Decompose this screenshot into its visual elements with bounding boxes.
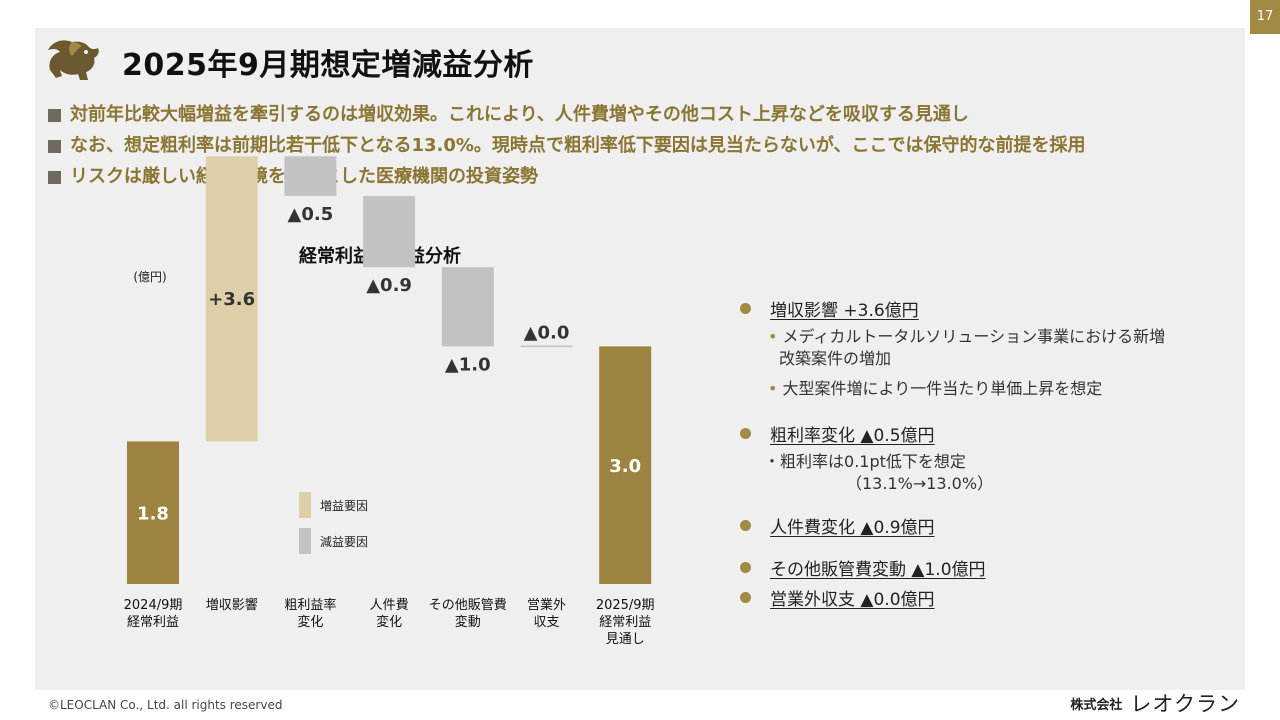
chart-category-label: 収支 [533, 615, 559, 630]
bullet-dot-icon: ・ [764, 452, 781, 471]
chart-category-label: 人件費 [370, 598, 409, 613]
chart-category-label: 営業外 [527, 597, 566, 613]
factor-note: 改築案件の増加 [779, 349, 892, 368]
chart-category-label: 2024/9期 [124, 598, 183, 613]
chart-data-label: ▲1.0 [445, 354, 491, 375]
bullet-dot-icon: • [768, 379, 783, 398]
chart-data-label: ▲0.5 [288, 204, 334, 225]
bullet-dot-icon [740, 592, 751, 603]
chart-bar [205, 156, 258, 442]
square-bullet-icon [48, 109, 61, 122]
summary-bullets: 対前年比較大幅増益を牽引するのは増収効果。これにより、人件費増やその他コスト上昇… [48, 102, 1086, 195]
bullet-dot-icon [740, 303, 751, 314]
chart-category-label: 見通し [606, 632, 645, 647]
waterfall-chart: 経常利益増減益分析 (億円) 1.82024/9期経常利益+3.6増収影響▲0.… [124, 156, 655, 647]
chart-data-label: 1.8 [137, 504, 169, 525]
factor-note: ・粗利率は0.1pt低下を想定 [764, 452, 966, 471]
chart-bar [284, 156, 337, 196]
chart-category-label: その他販管費 [429, 598, 507, 613]
company-name: レオクラン [1130, 692, 1240, 716]
chart-data-label: 3.0 [609, 456, 641, 477]
legend-label: 増益要因 [320, 499, 368, 513]
factor-note: （13.1%→13.0%） [846, 474, 994, 493]
chart-data-label: ▲0.9 [366, 275, 412, 296]
chart-data-label: +3.6 [208, 289, 255, 310]
legend-swatch [299, 528, 311, 554]
chart-category-label: 変化 [376, 614, 402, 630]
chart-category-label: 経常利益 [127, 615, 179, 630]
bullet-dot-icon [740, 562, 751, 573]
chart-category-label: 2025/9期 [596, 598, 655, 613]
chart-category-label: 増収影響 [206, 597, 258, 613]
page-title: 2025年9月期想定増減益分析 [122, 48, 534, 83]
bullet-dot-icon [740, 520, 751, 531]
chart-category-label: 粗利益率 [284, 597, 336, 613]
chart-bar [127, 441, 179, 584]
chart-bar [363, 195, 416, 268]
company-prefix: 株式会社 [1070, 697, 1123, 713]
square-bullet-icon [48, 140, 61, 153]
square-bullet-icon [48, 171, 61, 184]
summary-bullet: 対前年比較大幅増益を牽引するのは増収効果。これにより、人件費増やその他コスト上昇… [48, 102, 1086, 133]
legend-swatch [299, 492, 311, 518]
bullet-dot-icon [740, 428, 751, 439]
chart-category-label: 変動 [455, 614, 481, 630]
factor-note: • 大型案件増により一件当たり単価上昇を想定 [768, 379, 1103, 398]
company-brand: 株式会社 レオクラン [1070, 688, 1240, 718]
chart-category-label: 経常利益 [599, 615, 651, 630]
chart-bar [441, 267, 494, 347]
chart-category-label: 変化 [297, 614, 323, 630]
bullet-dot-icon: • [768, 327, 783, 346]
chart-data-label: ▲0.0 [524, 322, 570, 343]
chart-bar [599, 346, 652, 584]
lion-logo-icon [48, 40, 99, 80]
summary-bullet: なお、想定粗利率は前期比若干低下となる13.0%。現時点で粗利率低下要因は見当た… [48, 133, 1086, 164]
factor-note: • メディカルトータルソリューション事業における新増 [768, 327, 1166, 346]
chart-unit-label: (億円) [133, 270, 166, 284]
copyright: ©LEOCLAN Co., Ltd. all rights reserved [48, 698, 283, 712]
legend-label: 減益要因 [320, 534, 368, 549]
page-number: 17 [1250, 0, 1280, 34]
